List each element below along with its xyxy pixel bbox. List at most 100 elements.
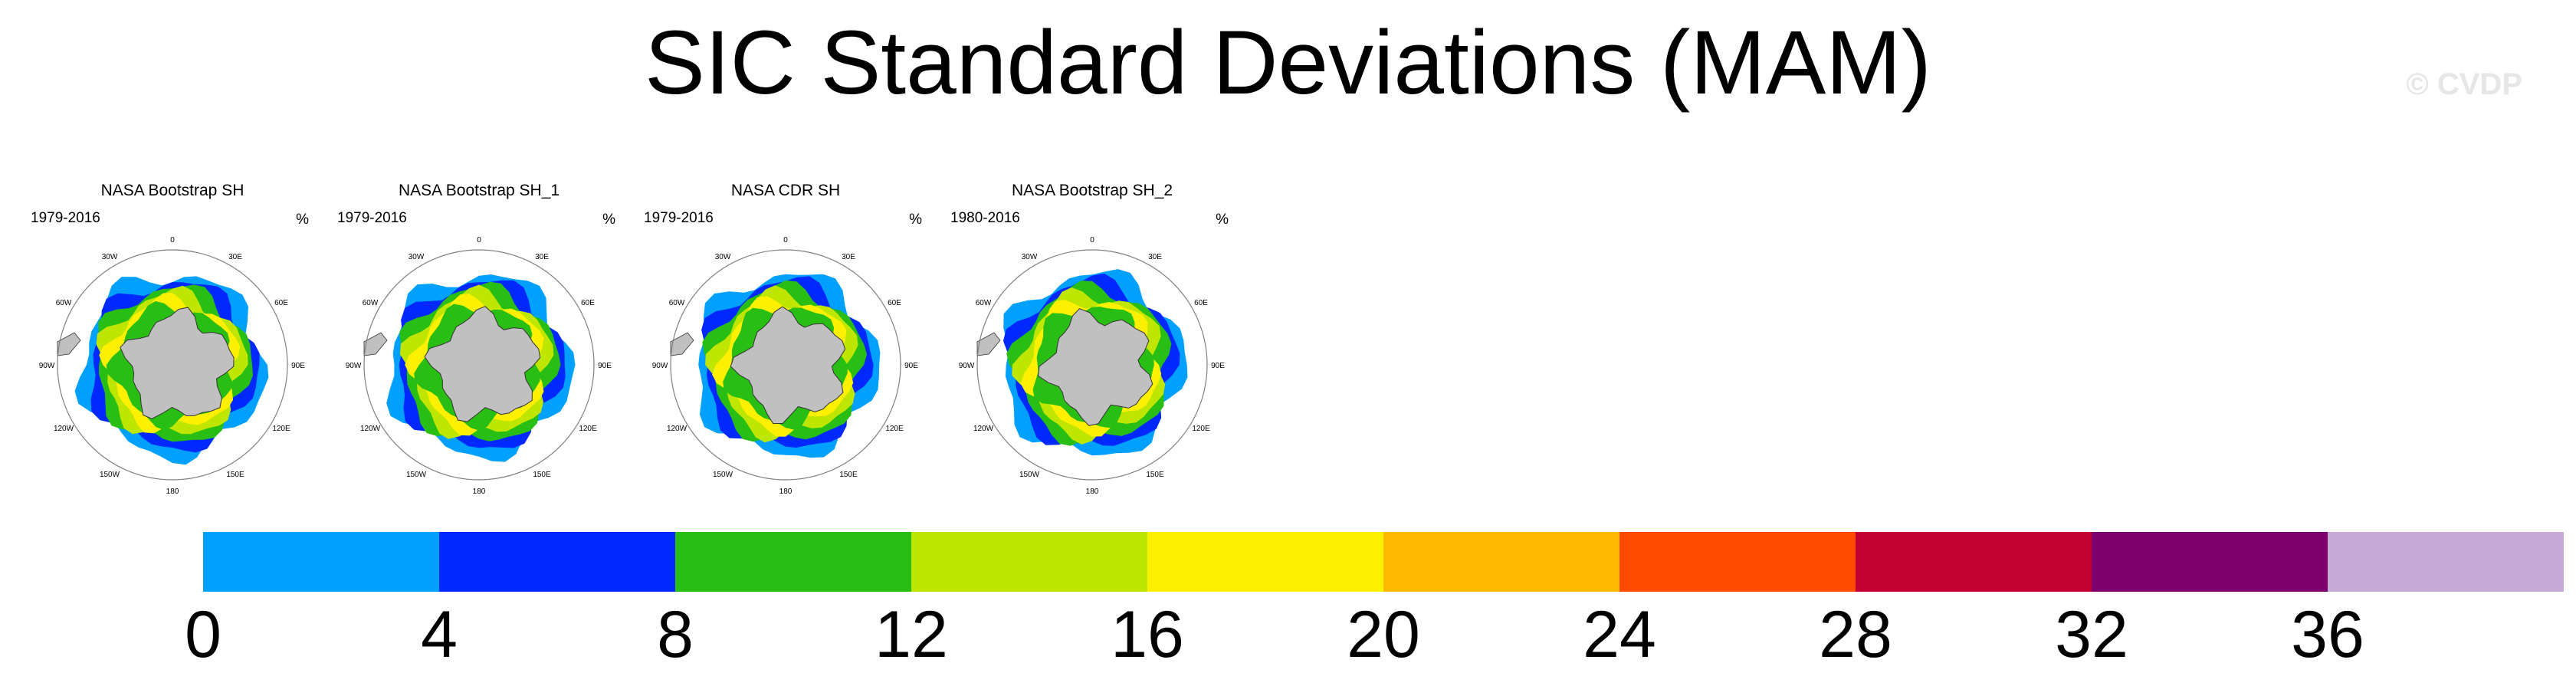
longitude-label: 120W bbox=[667, 425, 687, 433]
antarctica-land bbox=[424, 306, 541, 422]
longitude-label: 150W bbox=[713, 471, 733, 479]
colorbar-tick-label: 0 bbox=[185, 598, 222, 671]
longitude-label: 90W bbox=[346, 362, 362, 370]
colorbar-tick-label: 32 bbox=[2055, 598, 2128, 671]
panel-title: NASA Bootstrap SH bbox=[100, 182, 244, 199]
colorbar-tick-label: 8 bbox=[657, 598, 694, 671]
map-boundary bbox=[976, 249, 1208, 481]
polar-map: 0 30E 60E 90E 120E 150E 180 150W 120W 90W 60W 30W bbox=[346, 236, 612, 496]
longitude-label: 60E bbox=[1194, 299, 1208, 307]
colorbar-segment bbox=[675, 532, 911, 592]
polar-map: 0 30E 60E 90E 120E 150E 180 150W 120W 90W 60W 30W bbox=[652, 236, 919, 496]
longitude-label: 60E bbox=[888, 299, 901, 307]
longitude-label: 30W bbox=[1022, 253, 1038, 261]
longitude-label: 120E bbox=[272, 425, 290, 433]
south-america-land bbox=[57, 332, 81, 356]
longitude-label: 180 bbox=[166, 487, 179, 496]
longitude-label: 90E bbox=[291, 362, 305, 370]
longitude-label: 150W bbox=[100, 471, 120, 479]
longitude-label: 120W bbox=[54, 425, 74, 433]
longitude-label: 60W bbox=[363, 299, 379, 307]
panel-unit: % bbox=[909, 212, 922, 228]
longitude-label: 180 bbox=[1086, 487, 1099, 496]
colorbar-tick-label: 12 bbox=[875, 598, 948, 671]
antarctica-land bbox=[730, 306, 846, 425]
map-panel: NASA CDR SH 1979-2016% 0 30E 60E 90E 120E 150E 1… bbox=[640, 181, 931, 503]
colorbar-segment bbox=[1383, 532, 1619, 592]
longitude-label: 30E bbox=[842, 253, 855, 261]
map-panel: NASA Bootstrap SH 1979-2016% 0 30E 60E 90E 120… bbox=[27, 181, 318, 503]
panel-unit: % bbox=[296, 212, 309, 228]
map-boundary bbox=[670, 249, 901, 481]
colorbar-segment bbox=[439, 532, 675, 592]
longitude-label: 90E bbox=[598, 362, 612, 370]
longitude-label: 120E bbox=[579, 425, 597, 433]
polar-map: 0 30E 60E 90E 120E 150E 180 150W 120W 90W 60W 30W bbox=[39, 236, 306, 496]
longitude-label: 150W bbox=[406, 471, 427, 479]
longitude-label: 30E bbox=[228, 253, 242, 261]
map-boundary bbox=[363, 249, 595, 481]
panel-period: 1979-2016 bbox=[644, 210, 714, 226]
south-america-land bbox=[670, 332, 694, 356]
colorbar-segment bbox=[203, 532, 439, 592]
map-panel: NASA Bootstrap SH_1 1979-2016% 0 30E 60E 90E 1… bbox=[333, 181, 625, 503]
longitude-label: 150E bbox=[839, 471, 858, 479]
longitude-label: 30W bbox=[409, 253, 425, 261]
longitude-label: 30E bbox=[1148, 253, 1162, 261]
antarctica-land bbox=[120, 307, 235, 419]
south-america-land bbox=[363, 332, 388, 356]
longitude-label: 120E bbox=[885, 425, 904, 433]
colorbar-tick-label: 28 bbox=[1819, 598, 1892, 671]
longitude-label: 0 bbox=[477, 236, 481, 245]
watermark: © CVDP bbox=[2406, 67, 2522, 101]
colorbar bbox=[203, 532, 2564, 592]
map-panel: NASA Bootstrap SH_2 1980-2016% 0 30E 60E 90E 1… bbox=[947, 181, 1238, 503]
longitude-label: 90W bbox=[959, 362, 975, 370]
colorbar-tick-label: 4 bbox=[421, 598, 458, 671]
longitude-label: 150E bbox=[226, 471, 244, 479]
longitude-label: 60W bbox=[56, 299, 72, 307]
colorbar-segment bbox=[2328, 532, 2564, 592]
longitude-label: 30W bbox=[715, 253, 731, 261]
colorbar-tick-label: 16 bbox=[1111, 598, 1184, 671]
longitude-label: 30W bbox=[102, 253, 118, 261]
colorbar-segment bbox=[911, 532, 1147, 592]
colorbar-segment bbox=[1619, 532, 1856, 592]
longitude-label: 120E bbox=[1192, 425, 1210, 433]
panel-period: 1979-2016 bbox=[337, 210, 407, 226]
longitude-label: 90W bbox=[39, 362, 55, 370]
longitude-label: 90W bbox=[652, 362, 668, 370]
longitude-label: 180 bbox=[473, 487, 486, 496]
longitude-label: 0 bbox=[783, 236, 788, 245]
figure-title: SIC Standard Deviations (MAM) bbox=[645, 12, 1931, 113]
longitude-label: 60E bbox=[274, 299, 288, 307]
panel-title: NASA Bootstrap SH_2 bbox=[1011, 182, 1173, 199]
longitude-label: 150E bbox=[1146, 471, 1164, 479]
colorbar-tick-label: 36 bbox=[2291, 598, 2364, 671]
panel-unit: % bbox=[602, 212, 615, 228]
longitude-label: 30E bbox=[535, 253, 549, 261]
longitude-label: 180 bbox=[779, 487, 792, 496]
panel-unit: % bbox=[1216, 212, 1229, 228]
colorbar-segment bbox=[1856, 532, 2092, 592]
longitude-label: 60E bbox=[581, 299, 595, 307]
map-boundary bbox=[57, 249, 288, 481]
longitude-label: 60W bbox=[669, 299, 685, 307]
panel-title: NASA CDR SH bbox=[730, 182, 841, 199]
longitude-label: 120W bbox=[973, 425, 994, 433]
antarctica-land bbox=[1037, 308, 1153, 426]
longitude-label: 150E bbox=[533, 471, 551, 479]
longitude-label: 60W bbox=[976, 299, 992, 307]
panel-period: 1979-2016 bbox=[31, 210, 100, 226]
longitude-label: 150W bbox=[1019, 471, 1040, 479]
colorbar-tick-label: 24 bbox=[1583, 598, 1656, 671]
longitude-label: 90E bbox=[1211, 362, 1225, 370]
polar-map: 0 30E 60E 90E 120E 150E 180 150W 120W 90W 60W 30W bbox=[959, 236, 1226, 496]
south-america-land bbox=[976, 332, 1001, 356]
longitude-label: 0 bbox=[1090, 236, 1094, 245]
longitude-label: 120W bbox=[360, 425, 381, 433]
colorbar-segment bbox=[1147, 532, 1383, 592]
panel-title: NASA Bootstrap SH_1 bbox=[398, 182, 560, 199]
colorbar-segment bbox=[2092, 532, 2328, 592]
colorbar-tick-label: 20 bbox=[1347, 598, 1420, 671]
